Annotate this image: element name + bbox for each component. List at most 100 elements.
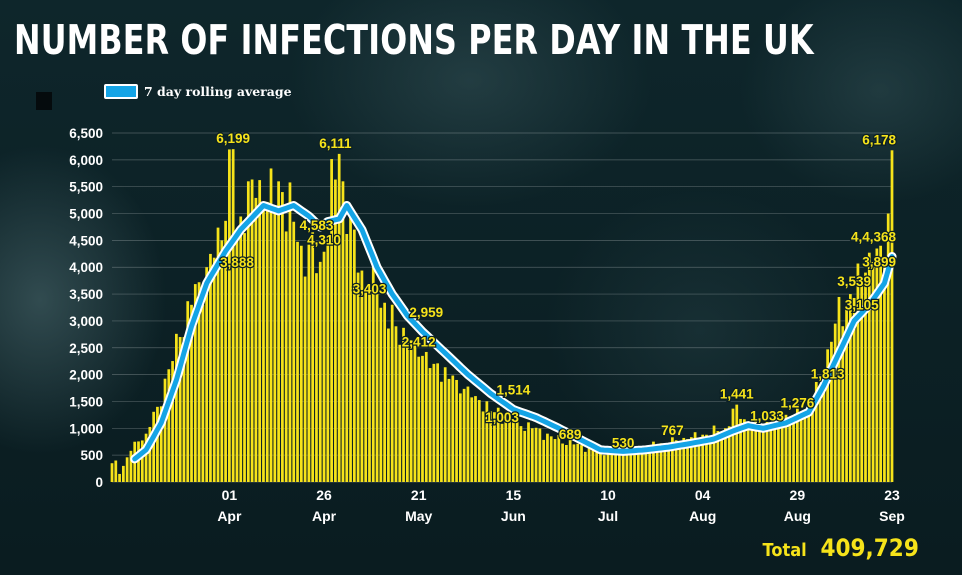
x-tick-day: 04 bbox=[695, 487, 711, 503]
bar bbox=[629, 448, 633, 482]
bar bbox=[137, 441, 140, 482]
bar bbox=[557, 435, 561, 482]
bar bbox=[610, 450, 614, 482]
bar bbox=[303, 276, 307, 482]
data-label: 3,105 bbox=[845, 297, 879, 312]
bar bbox=[724, 428, 727, 482]
x-tick-month: Sep bbox=[879, 508, 905, 524]
bar bbox=[640, 446, 644, 482]
y-tick-label: 3,500 bbox=[69, 287, 103, 302]
bar bbox=[659, 443, 663, 482]
bar bbox=[129, 450, 133, 482]
x-tick-month: Aug bbox=[784, 508, 811, 524]
bar bbox=[254, 197, 258, 482]
bar bbox=[599, 448, 602, 482]
bar bbox=[424, 351, 428, 482]
bar bbox=[421, 355, 424, 482]
bar bbox=[458, 393, 462, 482]
bar bbox=[477, 400, 481, 482]
y-tick-label: 4,500 bbox=[69, 233, 103, 248]
bar bbox=[618, 451, 621, 482]
bar bbox=[576, 443, 580, 482]
bar bbox=[447, 378, 451, 482]
bar bbox=[799, 412, 803, 482]
y-tick-label: 2,000 bbox=[69, 368, 103, 383]
bar bbox=[689, 437, 693, 482]
data-label: 6,178 bbox=[862, 132, 896, 147]
bar bbox=[701, 434, 705, 482]
bar bbox=[671, 437, 674, 482]
data-label: 3,888 bbox=[220, 255, 254, 270]
data-label: 4,310 bbox=[307, 233, 341, 248]
bar bbox=[512, 420, 515, 482]
bar bbox=[705, 434, 708, 482]
bar bbox=[440, 381, 443, 482]
x-tick-day: 15 bbox=[506, 487, 522, 503]
x-tick-day: 26 bbox=[316, 487, 332, 503]
bar bbox=[398, 344, 402, 482]
bar bbox=[413, 342, 417, 482]
bar bbox=[504, 417, 508, 482]
bar bbox=[224, 220, 227, 482]
bar bbox=[368, 293, 371, 482]
bar bbox=[292, 221, 296, 483]
bar bbox=[330, 159, 333, 483]
data-label: 3,899 bbox=[862, 255, 896, 270]
bar bbox=[587, 445, 591, 482]
x-tick-day: 29 bbox=[790, 487, 806, 503]
bar bbox=[220, 240, 224, 482]
bar bbox=[765, 421, 769, 482]
bar bbox=[644, 447, 648, 482]
bar bbox=[307, 244, 311, 482]
bar bbox=[318, 261, 322, 482]
x-tick-month: Aug bbox=[689, 508, 716, 524]
bar bbox=[296, 241, 299, 482]
bar bbox=[269, 168, 273, 482]
bar bbox=[648, 447, 652, 482]
total-label: Total bbox=[761, 540, 807, 561]
legend-swatch bbox=[104, 84, 138, 99]
y-axis: 0 500 1,000 1,500 2,000 2,500 3,000 3,500 4,000 4… bbox=[69, 126, 103, 490]
bar bbox=[231, 149, 235, 482]
bar bbox=[792, 415, 795, 482]
y-tick-label: 1,000 bbox=[69, 421, 103, 436]
bar bbox=[152, 411, 156, 482]
bar bbox=[814, 381, 818, 482]
bar bbox=[523, 430, 527, 482]
data-label: 4,583 bbox=[300, 218, 334, 233]
bar bbox=[110, 463, 114, 482]
bar bbox=[758, 428, 761, 482]
bar bbox=[742, 419, 746, 482]
bar bbox=[530, 428, 534, 482]
bar bbox=[144, 433, 148, 482]
bar bbox=[281, 192, 284, 482]
bar bbox=[871, 261, 875, 482]
bar bbox=[720, 432, 723, 482]
bar bbox=[875, 248, 879, 482]
data-label: 3,539 bbox=[837, 274, 871, 289]
bar bbox=[428, 368, 432, 482]
bar bbox=[349, 209, 352, 482]
y-tick-label: 0 bbox=[95, 475, 103, 490]
bar bbox=[686, 439, 689, 482]
bar bbox=[383, 302, 386, 482]
total-summary: Total 409,729 bbox=[760, 534, 925, 562]
bar bbox=[193, 284, 197, 482]
bar bbox=[845, 308, 848, 482]
bar bbox=[754, 419, 758, 482]
bar bbox=[462, 388, 466, 482]
data-label: 2,412 bbox=[402, 334, 436, 349]
bar bbox=[837, 296, 841, 482]
bar bbox=[201, 304, 205, 482]
bar bbox=[807, 398, 811, 482]
bar bbox=[655, 446, 659, 482]
x-tick-month: May bbox=[405, 508, 432, 524]
data-label: 6,111 bbox=[319, 136, 352, 151]
bar bbox=[436, 363, 439, 482]
bar bbox=[246, 181, 250, 482]
bar bbox=[712, 425, 716, 482]
bar bbox=[405, 342, 409, 482]
bar bbox=[682, 437, 686, 482]
bar bbox=[122, 465, 125, 482]
